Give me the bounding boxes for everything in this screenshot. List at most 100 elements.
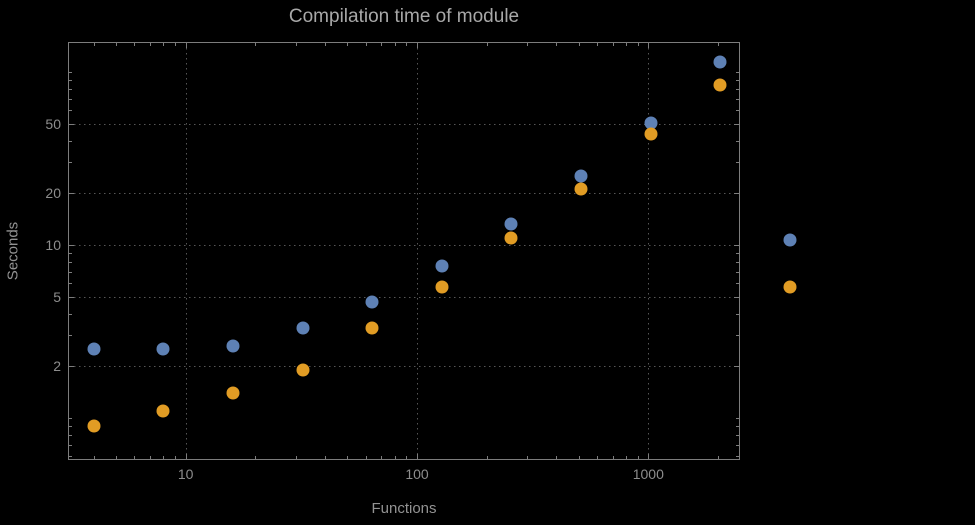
tick-mark (185, 454, 187, 459)
plot-frame (68, 42, 740, 460)
data-point-series-orange (574, 182, 588, 196)
tick-mark (406, 43, 408, 46)
tick-mark (736, 88, 739, 90)
tick-mark (69, 417, 72, 419)
tick-mark (527, 43, 529, 46)
tick-mark (578, 43, 580, 46)
y-tick-label: 50 (45, 116, 61, 132)
tick-mark (612, 43, 614, 46)
tick-mark (365, 456, 367, 459)
tick-mark (69, 252, 72, 254)
tick-mark (736, 79, 739, 81)
tick-mark (736, 313, 739, 315)
data-point-series-blue (574, 169, 588, 183)
tick-mark (69, 124, 74, 125)
tick-mark (625, 43, 627, 46)
tick-mark (149, 456, 151, 459)
tick-mark (69, 98, 72, 100)
tick-mark (296, 456, 297, 459)
tick-mark (324, 43, 326, 46)
tick-mark (69, 456, 72, 458)
tick-mark (255, 456, 257, 459)
tick-mark (69, 271, 72, 273)
data-point-series-orange (87, 419, 101, 433)
tick-mark (597, 456, 598, 459)
tick-mark (417, 454, 418, 459)
chart-title: Compilation time of module (288, 6, 520, 27)
tick-mark (93, 43, 95, 46)
tick-mark (365, 43, 367, 46)
tick-mark (149, 43, 151, 46)
tick-mark (394, 43, 396, 46)
tick-mark (296, 43, 297, 46)
x-axis-label: Functions (371, 500, 437, 517)
tick-mark (736, 271, 739, 273)
y-gridline (69, 244, 739, 246)
tick-mark (69, 283, 72, 285)
tick-mark (69, 335, 72, 337)
tick-mark (324, 456, 326, 459)
tick-mark (734, 124, 739, 125)
tick-mark (637, 43, 639, 46)
tick-mark (175, 456, 177, 459)
tick-mark (134, 43, 136, 46)
tick-mark (597, 43, 598, 46)
y-gridline (69, 365, 739, 367)
tick-mark (736, 444, 739, 446)
tick-mark (736, 425, 739, 427)
y-gridline (69, 192, 739, 194)
tick-mark (648, 454, 650, 459)
y-gridline (69, 296, 739, 298)
x-tick-label: 100 (405, 466, 429, 482)
tick-mark (163, 43, 165, 46)
data-point-series-blue (365, 295, 379, 309)
tick-mark (736, 162, 739, 164)
tick-mark (527, 456, 529, 459)
tick-mark (69, 140, 72, 142)
tick-mark (134, 456, 136, 459)
tick-mark (736, 335, 739, 337)
tick-mark (69, 434, 72, 436)
tick-mark (69, 425, 72, 427)
tick-mark (578, 456, 580, 459)
data-point-series-blue (226, 339, 240, 353)
data-point-series-blue (87, 342, 101, 356)
tick-mark (69, 192, 74, 194)
data-point-series-blue (713, 55, 727, 69)
tick-mark (556, 43, 558, 46)
tick-mark (69, 162, 72, 164)
tick-mark (736, 261, 739, 263)
data-point-series-orange (156, 404, 170, 418)
tick-mark (736, 252, 739, 254)
tick-mark (637, 456, 639, 459)
tick-mark (69, 71, 72, 73)
tick-mark (381, 456, 383, 459)
data-point-series-orange (713, 78, 727, 92)
tick-mark (718, 456, 719, 459)
tick-mark (736, 434, 739, 436)
data-point-series-blue (156, 342, 170, 356)
tick-mark (116, 43, 117, 46)
tick-mark (116, 456, 117, 459)
legend-marker (783, 280, 797, 294)
tick-mark (648, 43, 650, 48)
data-point-series-blue (644, 116, 658, 129)
tick-mark (69, 296, 74, 298)
tick-mark (556, 456, 558, 459)
data-point-series-blue (435, 259, 449, 272)
data-point-series-orange (504, 231, 518, 245)
tick-mark (736, 98, 739, 100)
tick-mark (93, 456, 95, 459)
x-gridline (417, 43, 418, 459)
tick-mark (612, 456, 614, 459)
y-tick-label: 5 (53, 288, 61, 305)
y-tick-label: 10 (45, 236, 61, 253)
tick-mark (734, 244, 739, 246)
tick-mark (347, 456, 349, 459)
tick-mark (736, 140, 739, 142)
tick-mark (486, 456, 488, 459)
data-point-series-orange (435, 280, 449, 294)
tick-mark (163, 456, 165, 459)
y-tick-label: 2 (53, 357, 61, 374)
